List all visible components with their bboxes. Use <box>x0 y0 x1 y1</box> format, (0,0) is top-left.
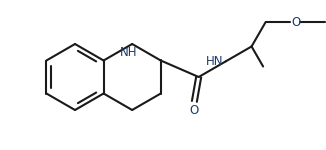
Text: O: O <box>190 104 199 117</box>
Text: NH: NH <box>120 46 137 59</box>
Text: HN: HN <box>206 55 224 68</box>
Text: O: O <box>291 16 301 29</box>
